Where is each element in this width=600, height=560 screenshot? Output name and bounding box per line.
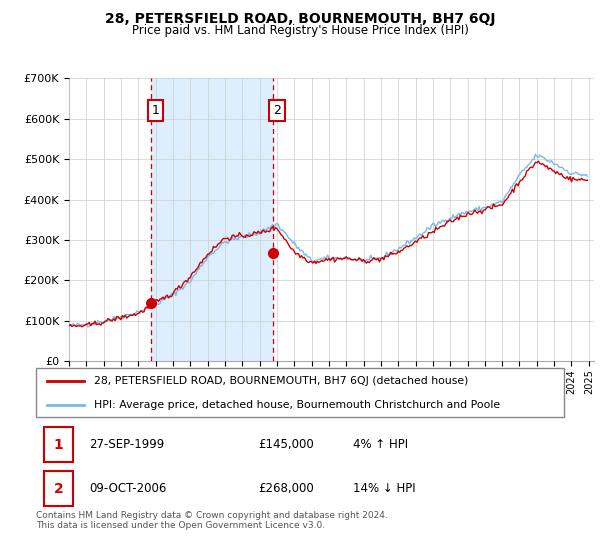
Text: 14% ↓ HPI: 14% ↓ HPI: [353, 482, 415, 495]
Text: 1: 1: [151, 104, 159, 117]
Text: HPI: Average price, detached house, Bournemouth Christchurch and Poole: HPI: Average price, detached house, Bour…: [94, 400, 500, 410]
Text: 2: 2: [273, 104, 281, 117]
Text: Contains HM Land Registry data © Crown copyright and database right 2024.
This d: Contains HM Land Registry data © Crown c…: [36, 511, 388, 530]
Text: £268,000: £268,000: [258, 482, 314, 495]
Text: £145,000: £145,000: [258, 438, 314, 451]
Text: Price paid vs. HM Land Registry's House Price Index (HPI): Price paid vs. HM Land Registry's House …: [131, 24, 469, 36]
Bar: [151, 78, 273, 361]
Text: 28, PETERSFIELD ROAD, BOURNEMOUTH, BH7 6QJ: 28, PETERSFIELD ROAD, BOURNEMOUTH, BH7 6…: [105, 12, 495, 26]
Text: 4% ↑ HPI: 4% ↑ HPI: [353, 438, 408, 451]
Text: 28, PETERSFIELD ROAD, BOURNEMOUTH, BH7 6QJ (detached house): 28, PETERSFIELD ROAD, BOURNEMOUTH, BH7 6…: [94, 376, 469, 386]
FancyBboxPatch shape: [44, 471, 73, 506]
Text: 09-OCT-2006: 09-OCT-2006: [89, 482, 166, 495]
Text: 1: 1: [53, 438, 64, 451]
FancyBboxPatch shape: [44, 427, 73, 462]
Text: 2: 2: [53, 482, 64, 496]
Text: 27-SEP-1999: 27-SEP-1999: [89, 438, 164, 451]
